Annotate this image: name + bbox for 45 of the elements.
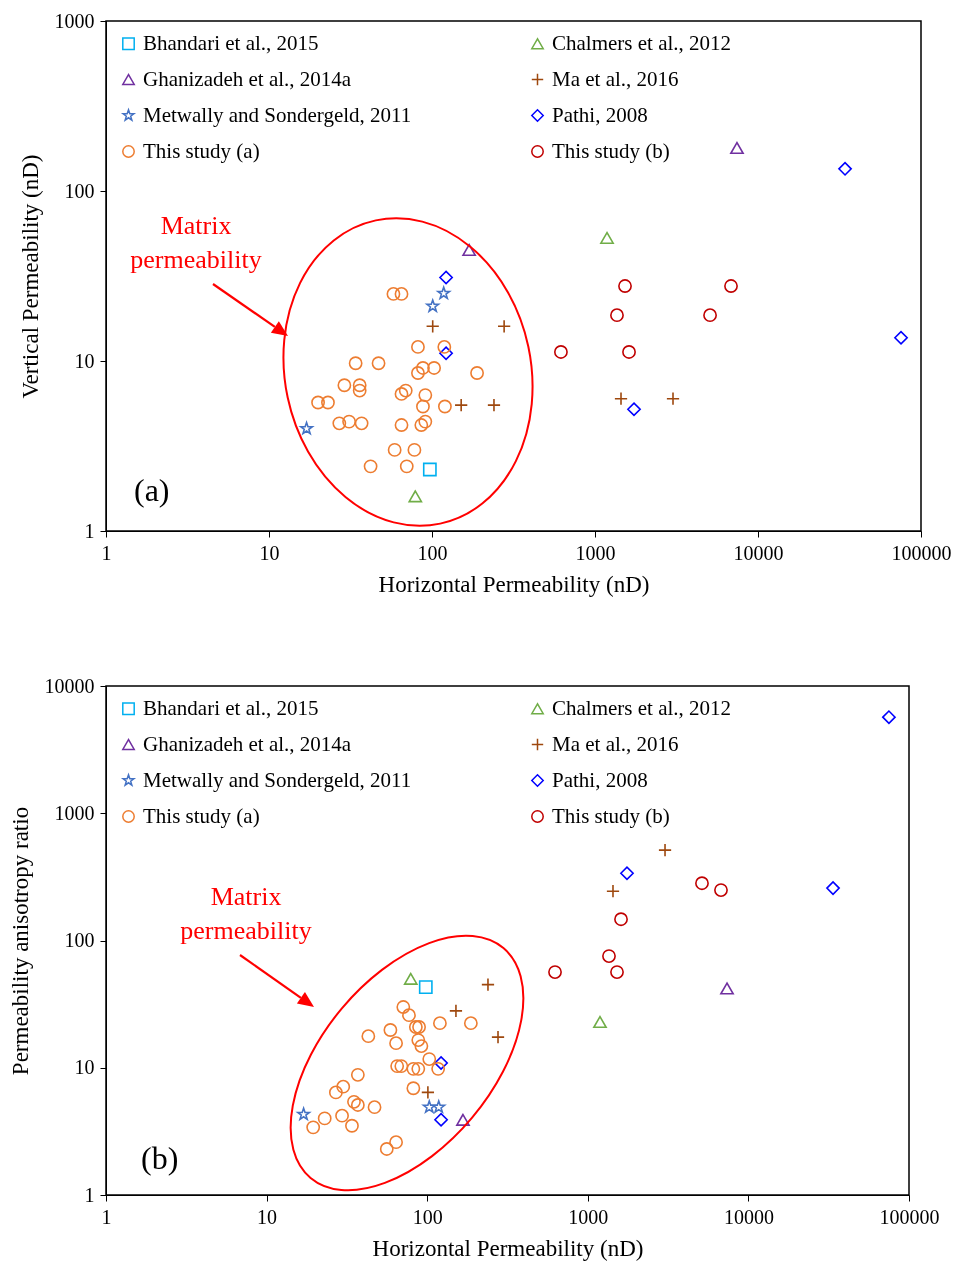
legend-label: Pathi, 2008	[552, 767, 648, 792]
legend-label: This study (b)	[552, 138, 670, 163]
annotation: Matrix permeability	[130, 211, 262, 274]
legend-label: Ghanizadeh et al., 2014a	[143, 731, 352, 756]
x-tick-label: 10	[257, 1205, 278, 1228]
y-tick-label: 100	[64, 179, 95, 202]
y-axis-title: Permeability anisotropy ratio	[7, 806, 33, 1076]
x-tick-label: 10000	[723, 1205, 774, 1228]
legend-label: Chalmers et al., 2012	[552, 30, 732, 55]
y-tick-label: 1000	[54, 801, 95, 824]
x-tick-label: 1	[101, 1205, 112, 1228]
y-tick-label: 1	[84, 519, 95, 542]
annotation: Matrix permeability	[180, 882, 312, 945]
x-tick-label: 100	[412, 1205, 443, 1228]
annotation: (a)	[134, 472, 170, 508]
y-axis-title: Vertical Permeability (nD)	[17, 154, 43, 399]
y-tick-label: 1000	[54, 9, 95, 32]
y-tick-label: 1	[84, 1183, 95, 1206]
legend-label: Chalmers et al., 2012	[552, 695, 732, 720]
x-tick-label: 1000	[575, 541, 616, 564]
y-tick-label: 100	[64, 929, 95, 951]
x-tick-label: 100	[417, 541, 448, 564]
x-tick-label: 100000	[879, 1205, 940, 1228]
legend-label: This study (a)	[143, 803, 260, 828]
x-tick-label: 1	[101, 541, 112, 564]
legend-label: Pathi, 2008	[552, 102, 648, 127]
legend-label: Metwally and Sondergeld, 2011	[143, 767, 412, 792]
x-tick-label: 1000	[568, 1205, 609, 1228]
x-tick-label: 100000	[891, 541, 952, 564]
legend-label: Bhandari et al., 2015	[143, 30, 319, 55]
x-tick-label: 10000	[733, 541, 784, 564]
legend-label: Bhandari et al., 2015	[143, 695, 319, 720]
legend-label: This study (b)	[552, 803, 670, 828]
legend-label: Ma et al., 2016	[552, 731, 679, 756]
y-tick-label: 10	[74, 1056, 95, 1079]
x-axis-title: Horizontal Permeability (nD)	[372, 1235, 644, 1261]
x-axis-title: Horizontal Permeability (nD)	[378, 571, 650, 597]
legend-label: This study (a)	[143, 138, 260, 163]
legend-label: Ghanizadeh et al., 2014a	[143, 66, 352, 91]
legend-label: Ma et al., 2016	[552, 66, 679, 91]
legend-label: Metwally and Sondergeld, 2011	[143, 102, 412, 127]
y-tick-label: 10	[74, 349, 95, 372]
x-tick-label: 10	[259, 541, 280, 564]
y-tick-label: 10000	[44, 674, 95, 697]
annotation: (b)	[141, 1140, 179, 1176]
